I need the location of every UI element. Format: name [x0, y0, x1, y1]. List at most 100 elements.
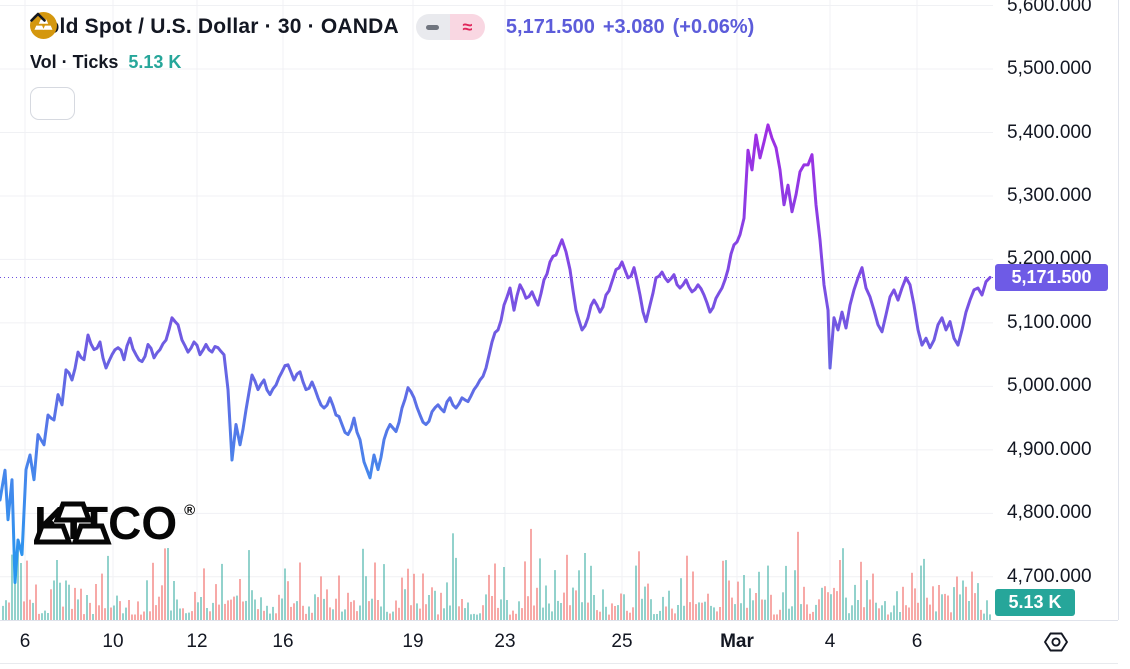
volume-bar	[878, 608, 880, 620]
volume-bar	[647, 583, 649, 620]
volume-bar	[653, 614, 655, 620]
volume-bar	[917, 602, 919, 620]
volume-bar	[680, 578, 682, 620]
chevron-up-icon	[30, 12, 46, 22]
volume-bar	[842, 548, 844, 620]
price-axis-label: 4,900.000	[1007, 438, 1092, 460]
volume-bar	[755, 593, 757, 620]
volume-bar	[17, 549, 19, 620]
volume-bar	[29, 599, 31, 620]
volume-bar	[530, 528, 532, 620]
volume-bar	[320, 576, 322, 620]
volume-bar	[968, 601, 970, 620]
axis-settings-corner[interactable]	[993, 620, 1118, 663]
volume-bar	[434, 590, 436, 620]
volume-bar	[80, 588, 82, 620]
volume-bar	[668, 590, 670, 620]
volume-bar	[920, 565, 922, 620]
volume-bar	[380, 606, 382, 620]
volume-bar	[308, 606, 310, 620]
volume-bar	[215, 584, 217, 620]
volume-bar	[710, 605, 712, 620]
volume-bar	[377, 600, 379, 620]
price-change: +3.080	[602, 15, 665, 38]
volume-bar	[695, 604, 697, 620]
indicator-row: Vol · Ticks 5.13 K	[30, 51, 754, 73]
time-axis-label: 4	[824, 631, 836, 652]
volume-bar	[203, 568, 205, 620]
volume-bar	[731, 597, 733, 620]
volume-bar	[605, 606, 607, 620]
volume-bar	[665, 606, 667, 620]
volume-bar	[8, 602, 10, 620]
volume-bar	[890, 612, 892, 620]
volume-bar	[230, 599, 232, 620]
kitco-registered-mark: ®	[184, 502, 196, 519]
volume-bar	[338, 575, 340, 620]
volume-bar	[173, 581, 175, 620]
volume-bar	[122, 613, 124, 620]
volume-bar	[599, 611, 601, 620]
volume-bar	[851, 605, 853, 620]
volume-bar	[845, 597, 847, 620]
volume-bar	[815, 604, 817, 620]
volume-bar	[242, 601, 244, 620]
chart-plot-area[interactable]: KITCO ® Gold Spot / U.S. Dollar · 30 · O…	[0, 0, 993, 620]
volume-bar	[503, 567, 505, 620]
volume-bar	[470, 614, 472, 620]
volume-bar	[803, 586, 805, 620]
symbol-title: Gold Spot / U.S. Dollar · 30 · OANDA	[30, 15, 399, 38]
volume-indicator-label: Vol · Ticks	[30, 51, 119, 72]
volume-bar	[131, 614, 133, 620]
volume-bar	[527, 596, 529, 620]
volume-bar	[299, 562, 301, 620]
volume-bar	[950, 612, 952, 620]
volume-bar	[62, 606, 64, 620]
volume-bar	[326, 589, 328, 620]
volume-indicator-value: 5.13 K	[128, 51, 182, 72]
volume-bar	[428, 595, 430, 620]
minus-flag-button[interactable]	[415, 14, 450, 40]
volume-bar	[47, 613, 49, 620]
price-axis-label: 5,300.000	[1007, 185, 1092, 206]
volume-bar	[725, 560, 727, 620]
volume-bar	[728, 580, 730, 620]
volume-bar	[272, 606, 274, 620]
volume-bar	[650, 599, 652, 620]
current-price-badge-text: 5,171.500	[1011, 267, 1092, 287]
volume-bar	[812, 611, 814, 620]
time-axis[interactable]: 6 10 12 16 19 23 25 Mar 4 6	[0, 620, 1118, 664]
volume-bar	[209, 611, 211, 620]
volume-bar	[101, 573, 103, 620]
volume-bar	[986, 600, 988, 620]
volume-bar	[5, 600, 7, 620]
volume-bar	[194, 591, 196, 620]
price-change-percent: (+0.06%)	[672, 15, 755, 38]
price-axis-label: 5,000.000	[1007, 375, 1092, 397]
volume-bar	[485, 594, 487, 620]
price-axis-label: 5,400.000	[1007, 121, 1092, 143]
volume-bar	[497, 607, 499, 620]
collapse-legend-button[interactable]	[30, 12, 75, 120]
volume-bar	[401, 577, 403, 620]
volume-bar	[683, 605, 685, 620]
volume-bar	[362, 548, 364, 620]
volume-bar	[65, 580, 67, 620]
volume-bar	[542, 607, 544, 620]
volume-bar	[896, 591, 898, 620]
volume-bar	[554, 570, 556, 620]
approx-flag-button[interactable]: ≈	[449, 14, 485, 40]
price-axis[interactable]: 5,171.500 5.13 K 5,600.000 5,500.000 5,400…	[993, 0, 1119, 620]
kitco-gold-bars-icon	[34, 501, 112, 545]
volume-bar	[953, 587, 955, 620]
volume-bar	[236, 595, 238, 620]
volume-bar	[431, 587, 433, 620]
volume-bar	[245, 600, 247, 620]
volume-bar	[707, 593, 709, 620]
volume-bar	[290, 606, 292, 620]
volume-bar	[761, 599, 763, 620]
chart-legend: Gold Spot / U.S. Dollar · 30 · OANDA ≈ 5…	[30, 12, 754, 120]
volume-bar	[26, 560, 28, 620]
volume-bar	[905, 605, 907, 620]
volume-bar	[446, 582, 448, 620]
